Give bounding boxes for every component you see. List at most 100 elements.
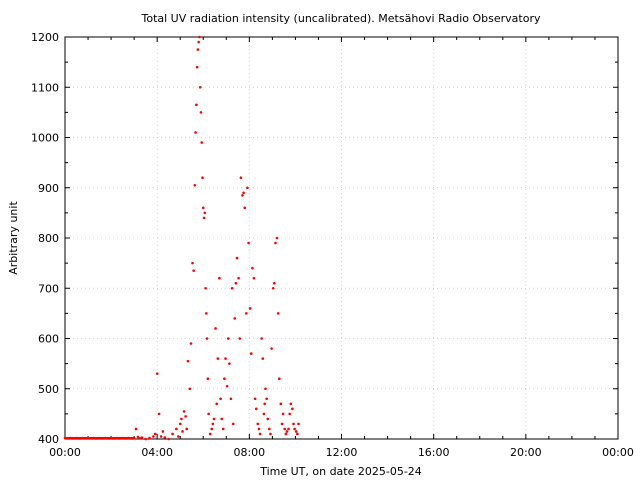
- data-point: [277, 377, 281, 381]
- x-axis-label: Time UT, on date 2025-05-24: [259, 465, 422, 478]
- data-point: [176, 435, 180, 438]
- data-point: [297, 422, 300, 426]
- data-point: [247, 241, 250, 245]
- data-point: [161, 430, 165, 433]
- data-point: [288, 412, 291, 416]
- y-tick-label: 600: [38, 333, 59, 346]
- x-tick-label: 08:00: [233, 446, 265, 459]
- data-point: [216, 357, 220, 360]
- data-point: [263, 402, 266, 406]
- data-point: [266, 417, 270, 421]
- data-point: [178, 422, 182, 426]
- data-point: [233, 317, 237, 320]
- y-axis-label: Arbitrary unit: [7, 201, 20, 275]
- data-point: [205, 312, 208, 315]
- data-point: [188, 387, 192, 391]
- data-point: [200, 141, 204, 144]
- axis-ticks: 400 500 600 700 800 900 1000 1100 1200 00:00 04:00…: [31, 31, 634, 459]
- data-point: [268, 427, 271, 431]
- data-point: [231, 422, 235, 426]
- x-tick-label: 12:00: [326, 446, 358, 459]
- data-point: [239, 176, 243, 179]
- data-point: [220, 417, 223, 421]
- data-point: [256, 422, 260, 426]
- data-point: [136, 435, 140, 439]
- data-point: [198, 35, 201, 39]
- x-tick-label: 04:00: [141, 446, 173, 459]
- data-point: [241, 193, 244, 197]
- data-point: [249, 352, 253, 355]
- data-point: [189, 342, 193, 345]
- data-point: [155, 372, 159, 375]
- data-point: [153, 432, 157, 436]
- data-point: [195, 103, 198, 107]
- data-point: [202, 216, 206, 220]
- y-tick-label: 700: [38, 282, 59, 295]
- data-point: [269, 432, 272, 436]
- x-tick-label: 00:00: [49, 446, 81, 459]
- data-point: [198, 85, 202, 89]
- data-point: [138, 437, 142, 440]
- data-point: [140, 436, 144, 439]
- data-point: [219, 397, 222, 401]
- data-point: [175, 427, 178, 431]
- data-point: [218, 276, 221, 280]
- data-point: [257, 427, 261, 431]
- data-point: [197, 40, 200, 44]
- data-point: [293, 427, 296, 431]
- data-point: [196, 48, 200, 51]
- data-point: [181, 430, 184, 433]
- data-point: [167, 437, 170, 441]
- data-point: [284, 432, 288, 436]
- data-point: [201, 176, 204, 179]
- data-point: [152, 435, 155, 438]
- data-point: [199, 111, 203, 114]
- data-point: [237, 276, 240, 280]
- data-point: [194, 131, 197, 134]
- data-point: [271, 286, 275, 290]
- data-point: [285, 430, 289, 433]
- y-tick-label: 1000: [31, 132, 59, 145]
- data-point: [246, 186, 249, 190]
- data-point: [229, 397, 233, 401]
- data-point: [212, 417, 216, 421]
- data-point: [210, 427, 213, 431]
- data-point: [226, 337, 230, 340]
- data-point: [186, 359, 190, 363]
- data-point: [134, 427, 138, 431]
- data-point: [248, 307, 252, 310]
- data-point: [214, 327, 217, 330]
- data-point: [261, 357, 265, 360]
- y-tick-label: 900: [38, 182, 59, 195]
- data-point: [182, 410, 186, 413]
- data-point: [235, 256, 239, 260]
- data-point: [171, 432, 174, 436]
- data-point: [221, 427, 225, 431]
- data-point: [287, 427, 290, 431]
- data-point: [281, 412, 285, 416]
- data-point: [262, 412, 266, 416]
- chart-title: Total UV radiation intensity (uncalibrat…: [141, 12, 541, 25]
- data-point: [276, 312, 280, 315]
- data-point: [203, 211, 207, 215]
- data-point: [180, 417, 183, 421]
- data-point: [211, 422, 215, 426]
- data-point: [283, 427, 286, 431]
- data-point: [274, 241, 277, 245]
- data-point: [159, 435, 163, 438]
- data-point: [275, 236, 279, 240]
- data-point: [280, 422, 284, 426]
- data-point: [279, 402, 283, 406]
- data-point: [230, 286, 234, 290]
- data-point: [185, 427, 189, 431]
- y-tick-label: 1100: [31, 81, 59, 94]
- data-point: [201, 206, 205, 210]
- data-point: [207, 412, 210, 416]
- data-point: [163, 436, 167, 439]
- data-point: [243, 206, 247, 210]
- data-point: [292, 422, 295, 426]
- y-tick-label: 800: [38, 232, 59, 245]
- data-point: [252, 276, 256, 280]
